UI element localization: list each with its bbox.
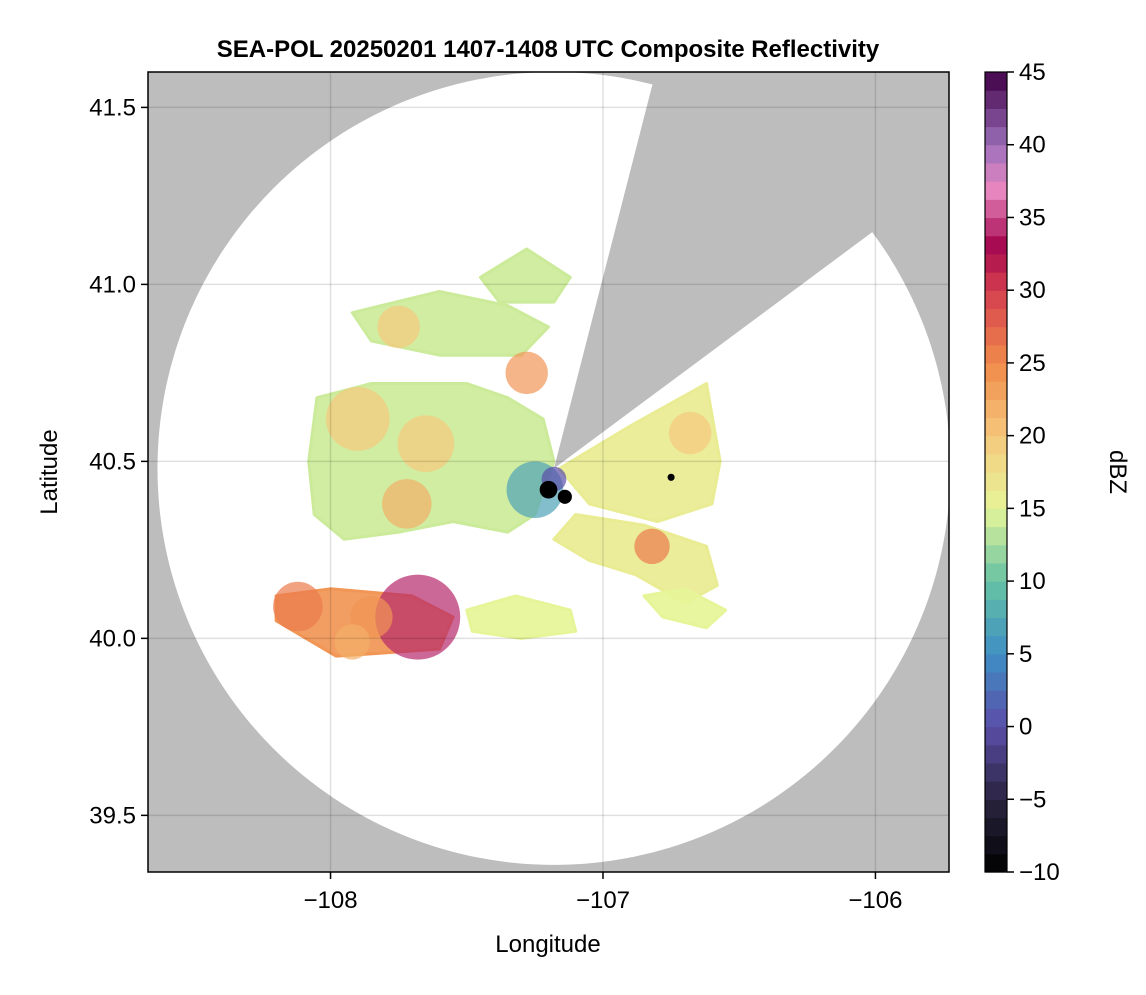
colorbar-tick-label: 25 <box>1019 350 1046 377</box>
echo-core <box>668 411 712 455</box>
colorbar-segment <box>985 617 1007 637</box>
colorbar-segment <box>985 672 1007 691</box>
colorbar-tick-label: 0 <box>1019 714 1032 741</box>
echo-core <box>325 387 390 451</box>
colorbar-segment <box>985 726 1007 746</box>
colorbar-segment <box>985 653 1007 673</box>
colorbar-segment <box>985 90 1007 109</box>
echo-layer <box>273 247 728 660</box>
colorbar-segment <box>985 162 1007 182</box>
colorbar-label: dBZ <box>1104 450 1131 494</box>
colorbar-segment <box>985 853 1007 873</box>
colorbar-segment <box>985 781 1007 800</box>
colorbar-segment <box>985 835 1007 855</box>
colorbar-segment <box>985 72 1007 91</box>
echo-core <box>334 624 371 660</box>
echo-core <box>557 489 572 504</box>
colorbar-segment <box>985 744 1007 764</box>
x-axis: −108 −107 −106 <box>304 872 902 914</box>
colorbar-segment <box>985 381 1007 400</box>
colorbar-tick-label: 15 <box>1019 495 1046 522</box>
colorbar-segment <box>985 472 1007 491</box>
colorbar-segment <box>985 290 1007 309</box>
colorbar-tick-label: 45 <box>1019 59 1046 86</box>
colorbar-tick-label: 5 <box>1019 641 1032 668</box>
colorbar-segment <box>985 144 1007 164</box>
colorbar-segment <box>985 217 1007 237</box>
colorbar-segment <box>985 526 1007 546</box>
colorbar-tick-label: −5 <box>1019 786 1046 813</box>
grid-lines <box>148 72 949 872</box>
y-tick-label: 39.5 <box>89 802 136 829</box>
colorbar-segment <box>985 490 1007 509</box>
colorbar-segment <box>985 308 1007 328</box>
colorbar-segment <box>985 635 1007 655</box>
colorbar-tick-label: 35 <box>1019 204 1046 231</box>
colorbar-ticks: −10 −5 0 5 10 15 20 25 30 35 40 45 <box>1007 59 1060 886</box>
colorbar-frame <box>984 71 1008 873</box>
colorbar-segment <box>985 453 1007 473</box>
echo-region-south-fragments <box>465 594 578 640</box>
y-tick-label: 41.5 <box>89 94 136 121</box>
chart-title: SEA-POL 20250201 1407-1408 UTC Composite… <box>217 36 880 63</box>
y-tick-label: 40.5 <box>89 448 136 475</box>
echo-core <box>505 351 548 395</box>
echo-region-northeast-cells <box>478 247 572 304</box>
echo-core <box>382 479 432 529</box>
echo-core <box>634 528 670 565</box>
colorbar-segment <box>985 544 1007 564</box>
echo-core <box>273 581 323 632</box>
colorbar-tick-label: 10 <box>1019 568 1046 595</box>
colorbar-segment <box>985 508 1007 528</box>
y-tick-label: 40.0 <box>89 625 136 652</box>
echo-core <box>375 574 461 660</box>
echo-core <box>397 415 455 473</box>
y-tick-label: 41.0 <box>89 271 136 298</box>
colorbar-segment <box>985 762 1007 782</box>
colorbar-tick-label: 30 <box>1019 277 1046 304</box>
colorbar-segment <box>985 417 1007 437</box>
blocked-sector <box>553 72 949 469</box>
colorbar-segment <box>985 235 1007 255</box>
colorbar-segment <box>985 126 1007 146</box>
colorbar-tick-label: 40 <box>1019 132 1046 159</box>
colorbar-segment <box>985 362 1007 382</box>
plot-frame <box>147 71 950 873</box>
colorbar-tick-label: −10 <box>1019 859 1060 886</box>
colorbar-segment <box>985 562 1007 582</box>
plot-area <box>148 72 949 872</box>
x-tick-label: −106 <box>848 887 902 914</box>
colorbar-segment <box>985 326 1007 346</box>
colorbar-segment <box>985 581 1007 600</box>
colorbar-segment <box>985 435 1007 455</box>
colorbar-segment <box>985 690 1007 709</box>
echo-core <box>377 305 420 349</box>
colorbar-segment <box>985 799 1007 819</box>
colorbar-segment <box>985 817 1007 837</box>
y-axis-label: Latitude <box>36 429 63 514</box>
colorbar-segment <box>985 272 1007 291</box>
echo-core <box>539 480 558 499</box>
x-tick-label: −107 <box>576 887 630 914</box>
colorbar-segment <box>985 708 1007 728</box>
colorbar-segment <box>985 181 1007 200</box>
colorbar-segment <box>985 599 1007 619</box>
y-axis: 39.5 40.0 40.5 41.0 41.5 <box>89 94 148 829</box>
echo-core <box>667 473 675 481</box>
colorbar-segment <box>985 253 1007 273</box>
colorbar-tick-label: 20 <box>1019 423 1046 450</box>
colorbar-segment <box>985 399 1007 419</box>
colorbar-segment <box>985 344 1007 364</box>
colorbar-segment <box>985 199 1007 219</box>
echo-region-southeast-fragments <box>642 587 728 630</box>
x-axis-label: Longitude <box>495 931 600 958</box>
x-tick-label: −108 <box>304 887 358 914</box>
colorbar <box>984 71 1008 873</box>
colorbar-segment <box>985 108 1007 128</box>
